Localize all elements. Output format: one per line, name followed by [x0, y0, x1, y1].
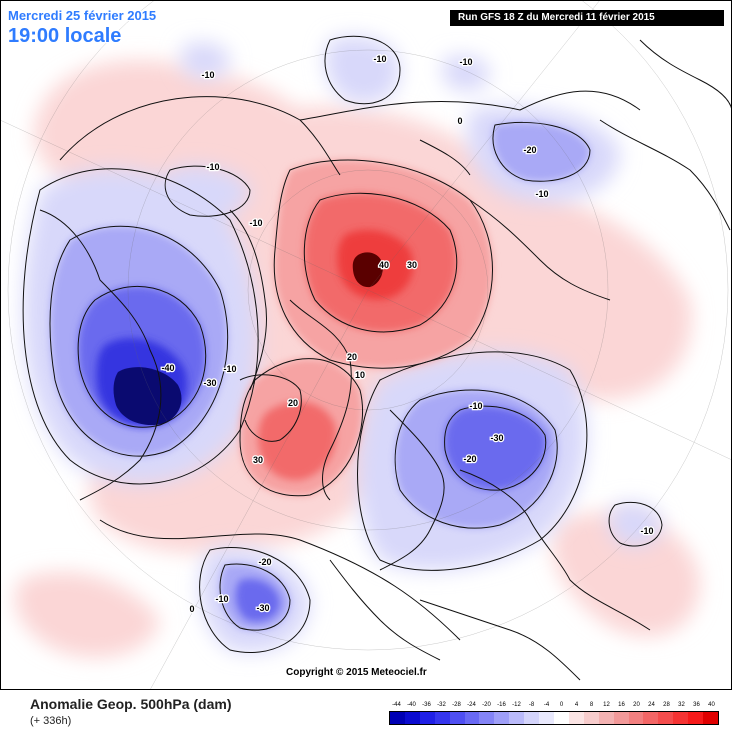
legend-color-cell [553, 712, 569, 724]
valid-time: 19:00 locale [8, 25, 122, 47]
neg-light-area [325, 36, 400, 104]
legend-tick-label: 24 [648, 702, 655, 708]
neg-strong-area [235, 578, 280, 622]
legend-tick-label: 8 [589, 702, 594, 708]
legend-tick-label: -24 [467, 702, 476, 708]
legend-color-cell [494, 712, 510, 724]
map-title: Anomalie Geop. 500hPa (dam) [30, 696, 232, 712]
legend-color-cell [539, 712, 554, 724]
contour-labels: 40 30 20 20 10 30 -40 -30 -10 -10 -10 -10 -10 -10 -20 -… [160, 53, 655, 616]
anomaly-map: 40 30 20 20 10 30 -40 -30 -10 -10 -10 -10 -10 -10 -20 -… [0, 0, 732, 690]
contour-label-arctic-high-30: 30 [407, 260, 417, 270]
contour-label-europe-30: -30 [490, 433, 503, 443]
contour-label-pacific-10-a: -10 [206, 162, 219, 172]
legend-color-cell [658, 712, 674, 724]
legend-tick-label: -28 [452, 702, 461, 708]
legend-tick-label: 20 [633, 702, 640, 708]
contour-lines [22, 35, 663, 654]
legend-tick-label: 16 [618, 702, 625, 708]
legend-color-cell [449, 712, 465, 724]
contour-label-europe-20: -20 [463, 454, 476, 464]
legend-color-cell [568, 712, 584, 724]
valid-date: Mercredi 25 février 2015 [8, 8, 157, 23]
contour-label-zero-a: 0 [189, 604, 194, 614]
pos-core-area [352, 252, 383, 288]
contour-label-atlantic-30: 30 [253, 455, 263, 465]
legend-tick-label: -20 [482, 702, 491, 708]
legend-color-cell [628, 712, 644, 724]
legend-color-cell [583, 712, 599, 724]
forecast-hour: (+ 336h) [30, 715, 72, 727]
neg-light-area [165, 166, 250, 217]
contour-label-southwest-20: -20 [258, 557, 271, 567]
legend-tick-label: 40 [708, 702, 715, 708]
contour-label-southwest-30: -30 [256, 603, 269, 613]
legend-color-cell [524, 712, 540, 724]
legend-tick-label: 28 [663, 702, 670, 708]
contour-label-namerica-low-40: -40 [161, 363, 174, 373]
contour-label-top-10: -10 [373, 54, 386, 64]
contour-label-topleft-10: -10 [201, 70, 214, 80]
contour-label-greenland-20-b: 20 [288, 398, 298, 408]
legend-color-cell [703, 712, 718, 724]
contour-label-topright-10: -10 [459, 57, 472, 67]
legend-tick-label: -4 [543, 702, 550, 708]
legend-tick-label: -8 [528, 702, 535, 708]
neg-light-area [180, 42, 230, 79]
legend-tick-label: 32 [678, 702, 685, 708]
contour-label-siberia-10: -10 [535, 189, 548, 199]
legend-color-cell [598, 712, 614, 724]
neg-light-area [609, 502, 662, 546]
legend-color-cell [464, 712, 480, 724]
legend-tick-label: 36 [693, 702, 700, 708]
contour-label-greenland-20-a: 20 [347, 352, 357, 362]
legend-tick-label: 0 [559, 702, 564, 708]
contour-label-greenland-10: 10 [355, 370, 365, 380]
legend-color-cell [643, 712, 659, 724]
legend-tick-label: -44 [392, 702, 401, 708]
legend-tick-label: -12 [512, 702, 521, 708]
contour-label-asia-10: -10 [640, 526, 653, 536]
color-scale-legend [389, 711, 719, 725]
legend-tick-label: -16 [497, 702, 506, 708]
copyright-notice: Copyright © 2015 Meteociel.fr [286, 667, 427, 678]
legend-color-cell [613, 712, 629, 724]
neg-strong-area [444, 406, 546, 491]
neg-core-area [113, 367, 182, 426]
legend-tick-label: -36 [422, 702, 431, 708]
neg-light-area [442, 55, 490, 91]
legend-tick-labels: -44 -40 -36 -32 -28 -24 -20 -16 -12 -8 -4 0 4 8 12 16 20… [389, 702, 719, 712]
legend-color-cell [688, 712, 704, 724]
legend-color-cell [479, 712, 495, 724]
contour-label-europe-10: -10 [469, 401, 482, 411]
coastlines [39, 39, 732, 681]
graticule [0, 0, 732, 690]
legend-tick-label: -40 [407, 702, 416, 708]
legend-color-cell [509, 712, 525, 724]
contour-label-zero-b: 0 [457, 116, 462, 126]
contour-label-siberia-20: -20 [523, 145, 536, 155]
legend-color-cell [434, 712, 450, 724]
contour-label-namerica-low-10: -10 [223, 364, 236, 374]
contour-label-namerica-low-30: -30 [203, 378, 216, 388]
pos-light-area [15, 572, 161, 658]
legend-color-cell [419, 712, 435, 724]
legend-color-cell [673, 712, 689, 724]
contour-label-pacific-10-b: -10 [249, 218, 262, 228]
legend-tick-label: -32 [437, 702, 446, 708]
legend-color-cell [404, 712, 420, 724]
legend-tick-label: 4 [574, 702, 579, 708]
pos-light-area [552, 512, 700, 637]
neg-mid-area [493, 122, 590, 182]
legend-color-cell [390, 712, 405, 724]
core-anomaly-shading [96, 230, 414, 426]
run-banner: Run GFS 18 Z du Mercredi 11 février 2015 [450, 10, 724, 26]
pos-strong-area [258, 401, 336, 481]
contour-label-arctic-high-40: 40 [379, 260, 389, 270]
legend-tick-label: 12 [603, 702, 610, 708]
contour-label-southwest-10: -10 [215, 594, 228, 604]
